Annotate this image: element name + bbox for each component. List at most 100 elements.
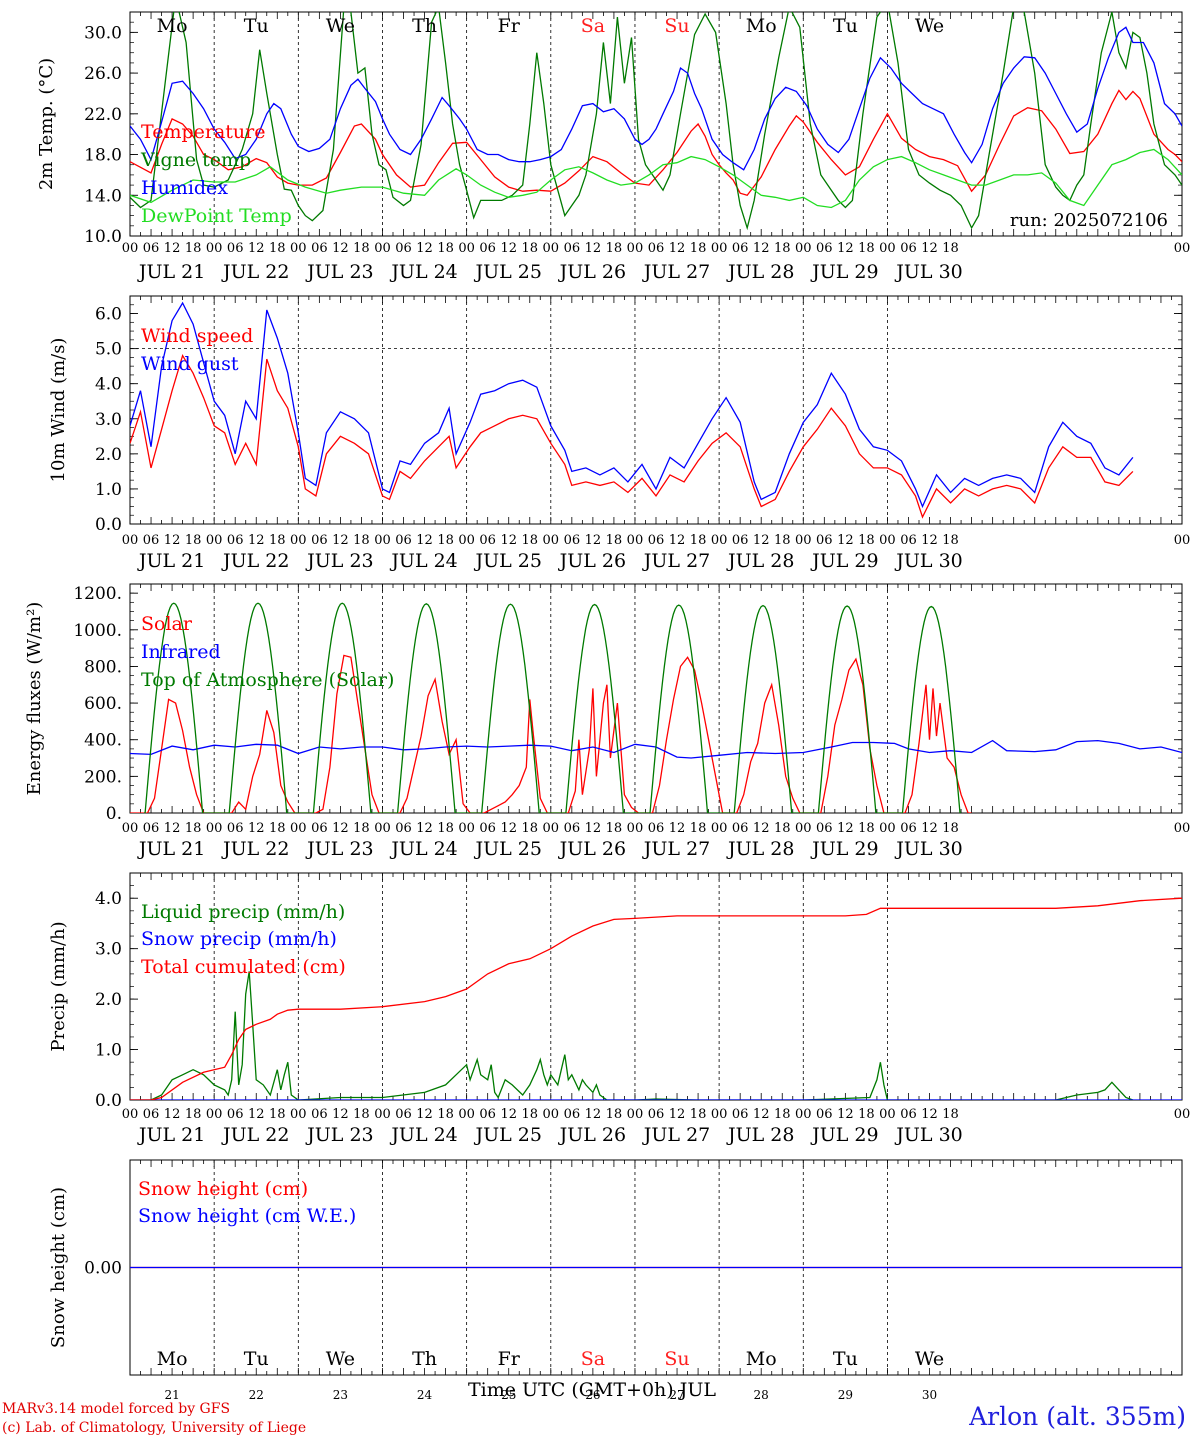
- y-tick-label: 2.0: [95, 445, 122, 465]
- y-tick-label: 0.0: [95, 1091, 122, 1111]
- day-number-label: 23: [333, 1388, 348, 1400]
- legend-entry: Temperature: [141, 121, 265, 143]
- hour-label: 06: [227, 821, 244, 836]
- weekday-label: Sa: [581, 1348, 605, 1370]
- hour-label: 00: [879, 821, 896, 836]
- y-tick-label: 1200.: [73, 584, 122, 604]
- hour-label: 06: [479, 241, 496, 256]
- hour-label: 18: [858, 241, 875, 256]
- hour-label: 06: [143, 533, 160, 548]
- hour-label: 18: [858, 533, 875, 548]
- legend-entry: DewPoint Temp: [141, 205, 292, 227]
- y-tick-label: 600.: [84, 694, 122, 714]
- hour-label: 00: [711, 1107, 728, 1122]
- hour-label: 12: [753, 533, 770, 548]
- date-label: JUL 30: [894, 1124, 962, 1146]
- hour-label: 00: [795, 1107, 812, 1122]
- series-line-wind-speed: [130, 353, 1134, 519]
- hour-label: 00: [711, 241, 728, 256]
- y-tick-label: 5.0: [95, 340, 122, 360]
- hour-label: 18: [521, 241, 538, 256]
- date-label: JUL 26: [558, 261, 626, 283]
- station-label: Arlon (alt. 355m): [969, 1402, 1186, 1431]
- series-line-wind-gust: [130, 301, 1134, 509]
- date-label: JUL 23: [305, 838, 373, 860]
- date-label: JUL 25: [473, 838, 541, 860]
- hour-label: 18: [185, 1107, 202, 1122]
- weekday-label: Tu: [833, 1348, 858, 1370]
- hour-label: 06: [564, 1107, 581, 1122]
- hour-label: 18: [606, 241, 623, 256]
- hour-label: 18: [185, 821, 202, 836]
- date-label: JUL 22: [221, 838, 289, 860]
- y-tick-label: 1.0: [95, 480, 122, 500]
- weekday-label: We: [326, 15, 355, 37]
- hour-label: 06: [732, 821, 749, 836]
- hour-label: 06: [311, 821, 328, 836]
- date-label: JUL 22: [221, 550, 289, 572]
- meteogram-chart: 10.0 14.0 18.0 22.0 26.0 30.0 2m Temp. (°C) Tem…: [24, 11, 1190, 1400]
- date-label: JUL 24: [389, 261, 457, 283]
- hour-label: 00: [627, 241, 644, 256]
- hour-label: 12: [585, 241, 602, 256]
- y-tick-label: 2.0: [95, 990, 122, 1010]
- series-line-vigne-temp: [130, 12, 1182, 231]
- date-label: JUL 28: [726, 1124, 794, 1146]
- weekday-label: Th: [412, 15, 437, 37]
- hour-label: 06: [900, 1107, 917, 1122]
- date-label: JUL 23: [305, 1124, 373, 1146]
- date-label: JUL 23: [305, 550, 373, 572]
- hour-label: 18: [690, 1107, 707, 1122]
- hour-label: 12: [500, 821, 517, 836]
- hour-label: 18: [690, 821, 707, 836]
- date-label: JUL 25: [473, 550, 541, 572]
- hour-label: 18: [521, 1107, 538, 1122]
- hour-label: 12: [669, 533, 686, 548]
- hour-label: 06: [311, 533, 328, 548]
- hour-label: 00: [711, 533, 728, 548]
- legend-entry: Wind gust: [141, 353, 239, 375]
- hour-label: 12: [921, 533, 938, 548]
- weekday-label: Tu: [833, 15, 858, 37]
- hour-label: 18: [269, 533, 286, 548]
- date-label: JUL 30: [894, 838, 962, 860]
- y-axis-label: Snow height (cm): [48, 1187, 69, 1348]
- panel-2: 0.0 1.0 2.0 3.0 4.0 5.0 6.0 10m Wind (m/s) Wind …: [48, 295, 1190, 572]
- hour-label: 18: [774, 1107, 791, 1122]
- legend-entry: Vigne temp: [140, 149, 251, 171]
- y-tick-label: 1.0: [95, 1041, 122, 1061]
- date-label: JUL 27: [642, 838, 710, 860]
- hour-label: 06: [227, 533, 244, 548]
- hour-label: 12: [248, 1107, 265, 1122]
- hour-label: 00: [122, 241, 139, 256]
- legend-entry: Snow precip (mm/h): [141, 928, 337, 950]
- hour-label: 18: [437, 533, 454, 548]
- series-line-solar: [130, 654, 972, 813]
- hour-label: 18: [437, 821, 454, 836]
- weekday-label: Th: [412, 1348, 437, 1370]
- hour-label: 12: [332, 821, 349, 836]
- day-number-label: 29: [838, 1388, 853, 1400]
- hour-label: 00: [627, 821, 644, 836]
- hour-label: 12: [753, 241, 770, 256]
- hour-label: 12: [837, 821, 854, 836]
- weekday-label: Su: [664, 15, 689, 37]
- hour-label: 18: [606, 533, 623, 548]
- y-tick-label: 6.0: [95, 305, 122, 325]
- date-label: JUL 29: [810, 1124, 878, 1146]
- date-label: JUL 30: [894, 550, 962, 572]
- hour-label: 18: [774, 241, 791, 256]
- hour-label: 18: [774, 533, 791, 548]
- date-label: JUL 28: [726, 550, 794, 572]
- series-line-dewpoint-temp: [130, 148, 1182, 209]
- hour-label: 00: [627, 1107, 644, 1122]
- hour-label: 18: [269, 1107, 286, 1122]
- day-number-label: 26: [585, 1388, 600, 1400]
- hour-label: 12: [585, 1107, 602, 1122]
- panel-4: 0.0 1.0 2.0 3.0 4.0 Precip (mm/h) Liquid preci…: [48, 872, 1190, 1146]
- hour-label: 06: [479, 821, 496, 836]
- hour-label: 06: [900, 821, 917, 836]
- hour-label: 00: [290, 821, 307, 836]
- y-tick-label: 0.0: [95, 515, 122, 535]
- hour-label: 06: [564, 241, 581, 256]
